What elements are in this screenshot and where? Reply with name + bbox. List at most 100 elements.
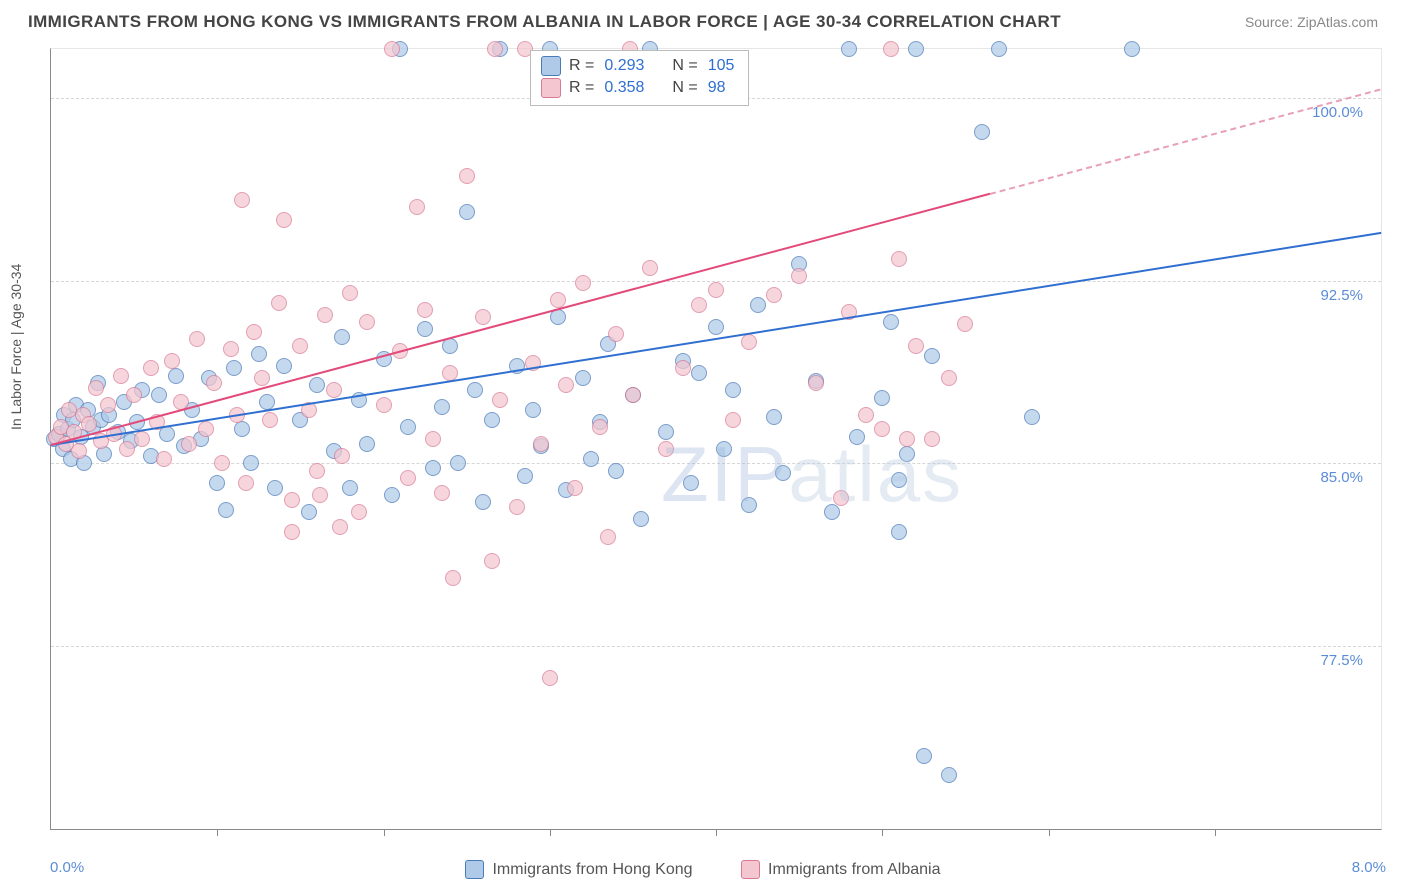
data-point (683, 475, 699, 491)
swatch-albania (741, 860, 760, 879)
data-point (309, 463, 325, 479)
data-point (214, 455, 230, 471)
data-point (384, 487, 400, 503)
data-point (134, 431, 150, 447)
x-tick (384, 829, 385, 836)
n-label: N = (672, 77, 697, 99)
legend-stats-row: R = 0.358 N = 98 (541, 77, 734, 99)
data-point (608, 326, 624, 342)
data-point (334, 448, 350, 464)
data-point (425, 460, 441, 476)
data-point (475, 494, 491, 510)
swatch-hongkong (465, 860, 484, 879)
data-point (459, 204, 475, 220)
data-point (164, 353, 180, 369)
data-point (475, 309, 491, 325)
data-point (899, 446, 915, 462)
data-point (642, 260, 658, 276)
data-point (484, 412, 500, 428)
data-point (874, 421, 890, 437)
y-axis-label: In Labor Force | Age 30-34 (8, 264, 24, 430)
data-point (625, 387, 641, 403)
data-point (941, 370, 957, 386)
data-point (858, 407, 874, 423)
swatch-hongkong (541, 56, 561, 76)
data-point (974, 124, 990, 140)
x-tick (1215, 829, 1216, 836)
data-point (262, 412, 278, 428)
data-point (741, 334, 757, 350)
data-point (189, 331, 205, 347)
data-point (88, 380, 104, 396)
data-point (1124, 41, 1140, 57)
data-point (741, 497, 757, 513)
data-point (533, 436, 549, 452)
watermark: ZIPatlas (661, 429, 963, 520)
data-point (924, 348, 940, 364)
data-point (467, 382, 483, 398)
data-point (558, 377, 574, 393)
r-value: 0.358 (604, 77, 644, 99)
data-point (312, 487, 328, 503)
data-point (81, 416, 97, 432)
data-point (824, 504, 840, 520)
data-point (509, 499, 525, 515)
data-point (417, 302, 433, 318)
data-point (833, 490, 849, 506)
data-point (891, 472, 907, 488)
data-point (633, 511, 649, 527)
data-point (991, 41, 1007, 57)
data-point (400, 419, 416, 435)
data-point (342, 285, 358, 301)
data-point (484, 553, 500, 569)
data-point (575, 275, 591, 291)
data-point (309, 377, 325, 393)
data-point (766, 287, 782, 303)
data-point (791, 268, 807, 284)
legend-label: Immigrants from Albania (768, 861, 941, 879)
legend-item-hongkong: Immigrants from Hong Kong (465, 860, 692, 879)
data-point (434, 485, 450, 501)
data-point (941, 767, 957, 783)
data-point (775, 465, 791, 481)
data-point (254, 370, 270, 386)
r-label: R = (569, 55, 594, 77)
n-value: 105 (708, 55, 735, 77)
data-point (271, 295, 287, 311)
data-point (883, 41, 899, 57)
data-point (417, 321, 433, 337)
n-label: N = (672, 55, 697, 77)
data-point (445, 570, 461, 586)
data-point (206, 375, 222, 391)
data-point (234, 192, 250, 208)
legend-bottom: Immigrants from Hong Kong Immigrants fro… (0, 860, 1406, 884)
n-value: 98 (708, 77, 726, 99)
y-grid-label: 77.5% (1320, 652, 1363, 669)
data-point (143, 360, 159, 376)
data-point (351, 504, 367, 520)
data-point (725, 412, 741, 428)
x-tick (882, 829, 883, 836)
data-point (113, 368, 129, 384)
data-point (100, 397, 116, 413)
data-point (267, 480, 283, 496)
data-point (916, 748, 932, 764)
data-point (899, 431, 915, 447)
data-point (1024, 409, 1040, 425)
data-point (326, 382, 342, 398)
data-point (608, 463, 624, 479)
data-point (317, 307, 333, 323)
data-point (658, 441, 674, 457)
legend-stats-row: R = 0.293 N = 105 (541, 55, 734, 77)
y-grid-label: 85.0% (1320, 469, 1363, 486)
data-point (234, 421, 250, 437)
data-point (883, 314, 899, 330)
data-point (750, 297, 766, 313)
data-point (957, 316, 973, 332)
gridline (51, 646, 1381, 647)
x-axis-min: 0.0% (50, 859, 84, 876)
data-point (126, 387, 142, 403)
data-point (342, 480, 358, 496)
data-point (450, 455, 466, 471)
r-label: R = (569, 77, 594, 99)
